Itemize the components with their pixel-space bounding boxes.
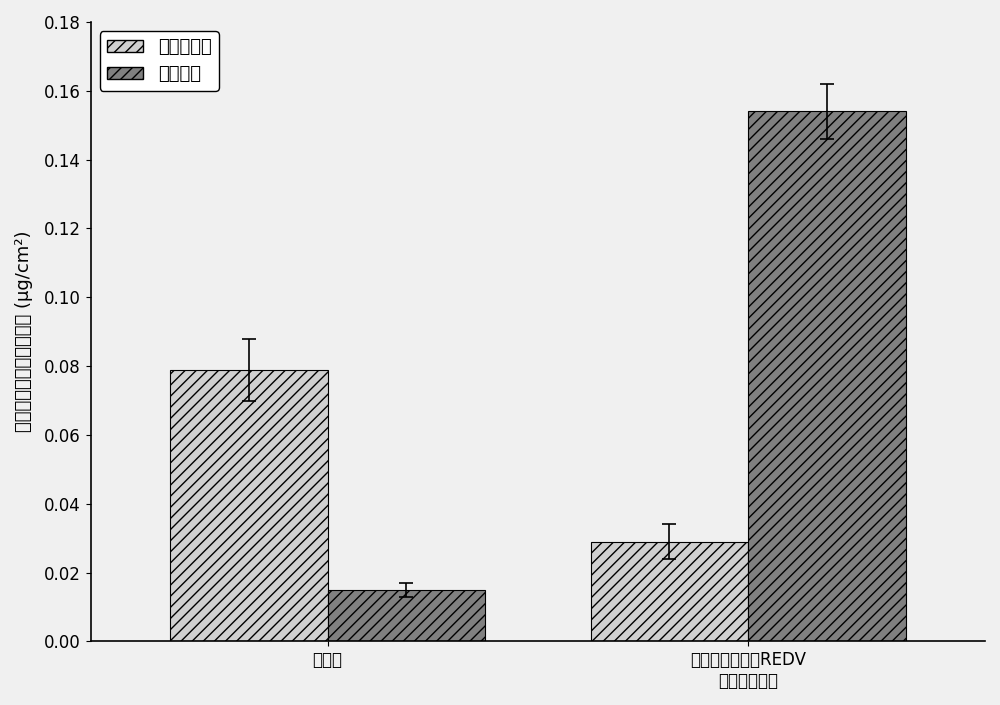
Bar xyxy=(591,541,748,642)
Bar xyxy=(328,590,485,642)
Bar xyxy=(170,369,328,642)
Legend: 纤维蛋白原, 纤溶酶原: 纤维蛋白原, 纤溶酶原 xyxy=(100,31,219,90)
Y-axis label: 血液环境下蛋白质吸附量 (μg/cm²): 血液环境下蛋白质吸附量 (μg/cm²) xyxy=(15,231,33,432)
Bar xyxy=(748,111,906,642)
